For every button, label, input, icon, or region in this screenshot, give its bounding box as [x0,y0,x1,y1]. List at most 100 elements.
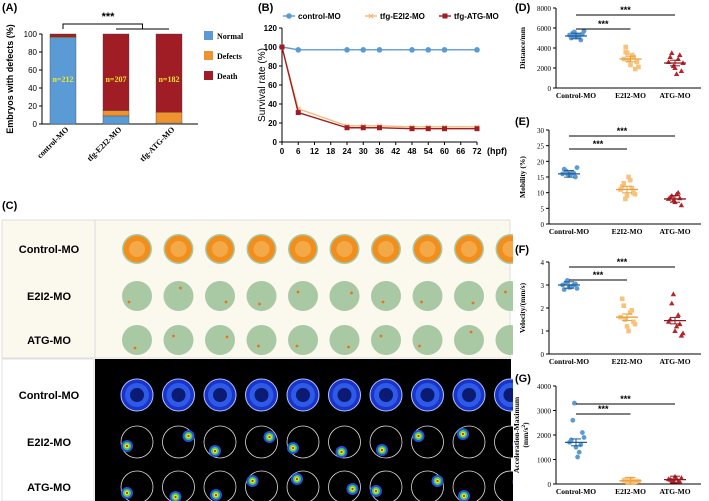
x-tick-label-b: 60 [440,147,449,156]
heat-spot-core [462,494,466,498]
x-tick-label-a: control-MO [35,125,70,160]
data-point-control-G [572,400,577,406]
well-embryo-dot [504,290,507,294]
well-embryo-trace-core [295,241,311,257]
significance-label-1-D: *** [598,19,609,29]
well-embryo-dot [133,346,137,350]
well-embryo-dot [172,334,175,338]
x-tick-label-F: ATG-MO [659,357,690,366]
data-point-e2i2-F [629,308,635,313]
panel-label-d: (D) [515,2,531,14]
x-tick-label-F: Control-MO [549,357,589,366]
x-tick-label-a: tfg-ATG-MO [138,125,176,163]
y-axis-unit-G: (mm/s2) [521,422,530,448]
y-tick-label-E: 5 [541,205,545,213]
well-c [122,281,152,311]
x-tick-label-b: 66 [456,147,465,156]
data-point-atg [377,125,382,131]
heatmap-well-center [254,388,269,402]
data-point-e2i2-D [636,64,641,70]
legend-marker-control [286,13,292,19]
x-tick-label-D: E2I2-MO [615,91,646,100]
significance-bracket-a [62,23,143,29]
well-embryo-trace-core [129,241,145,257]
significance-label-1-G: *** [598,404,609,414]
significance-label-2-E: *** [617,126,628,136]
x-tick-label-b: 0 [280,147,285,156]
panel-label-b: (B) [258,2,274,14]
well-c [329,281,360,311]
row-label-c: Control-MO [19,390,80,402]
legend-swatch-defects [204,51,213,60]
well-c [454,281,484,311]
heat-spot-core [340,450,343,454]
y-axis-label-F: Velocity/(mm/s) [518,282,527,333]
chart-f: 0 1 2 3 4 Velocity/(mm/s) Control-MO E2I2-MO ATG… [518,257,701,366]
x-tick-label-b: 36 [375,147,384,156]
y-tick-label-F: 3 [541,282,545,290]
data-point-atg-F [672,328,678,333]
data-point-e2i2-G [626,480,632,485]
series-line-1 [281,46,477,128]
heatmap-well-rim [245,378,278,412]
x-tick-label-E: E2I2-MO [612,227,643,236]
heatmap-well-center [171,388,186,402]
well-embryo-dot [179,286,182,290]
well-embryo-dot [350,291,353,295]
legend-swatch-death [204,71,213,80]
tracking-well [494,470,513,501]
well-embryo-trace-core [253,241,270,257]
well-c [412,281,443,311]
tracking-well [162,470,195,501]
heat-spot-core [351,487,354,491]
heatmap-well-rim [452,378,486,412]
x-tick-label-a: tfg-E2I2-MO [85,125,123,163]
data-point-control [295,47,302,53]
heat-spot-core [291,446,295,450]
data-point-control-F [574,286,580,291]
data-point-e2i2-E [623,196,628,202]
data-point-atg-D [667,54,673,59]
well-c [163,281,194,311]
y-axis-label-D: Distance/mm [518,26,527,69]
y-tick-label-b: 60 [268,81,277,90]
heat-spot-core [213,449,217,453]
well-c [122,325,152,355]
bar-segment-normal [102,115,130,125]
heatmap-well-rim [328,378,361,412]
well-embryo-dot [379,334,383,338]
y-tick-label-a: 80 [28,48,37,57]
data-point-e2i2-F [621,303,627,308]
well-embryo-dot [347,345,350,349]
y-tick-label-F: 4 [541,259,545,267]
well-c [288,281,318,311]
tracking-well [452,425,486,459]
data-point-e2i2-E [624,193,630,199]
tracking-well [286,470,320,501]
well-embryo-dot [420,300,423,304]
data-point-atg-F [673,323,680,329]
data-point-e2i2-D [628,62,633,68]
well-c [163,325,194,355]
data-point-e2i2-F [619,296,625,302]
data-point-e2i2-F [632,321,638,327]
y-tick-label-a: 100 [24,30,38,39]
well-embryo-dot [296,290,300,294]
data-point-e2i2-F [631,319,636,325]
y-tick-label-D: 6000 [537,25,552,33]
panel-label-c: (C) [2,200,18,212]
data-point-control-D [581,28,587,34]
data-point-control-G [575,454,580,460]
data-point-e2i2-D [623,49,628,55]
well-embryo-trace-core [212,241,228,257]
y-tick-label-D: 2000 [537,65,552,73]
data-point-control-G [568,437,574,443]
significance-label-1-E: *** [593,139,604,149]
heatmap-well-rim [203,378,237,412]
data-point-atg [442,126,447,132]
x-tick-label-F: E2I2-MO [612,357,643,366]
bar-segment-death [155,33,183,113]
heatmap-well-center [420,388,435,402]
x-tick-label-b: 6 [296,147,301,156]
y-tick-label-D: 0 [548,85,552,93]
